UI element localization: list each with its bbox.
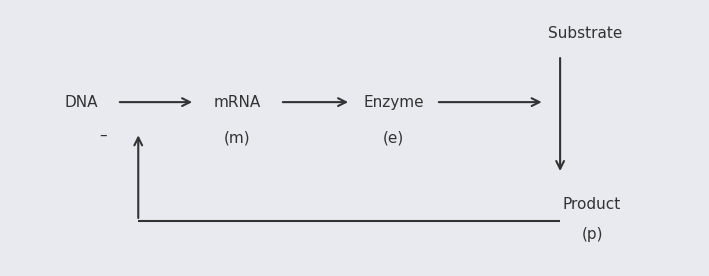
Text: (p): (p) xyxy=(581,227,603,242)
Text: –: – xyxy=(99,128,106,143)
Text: Enzyme: Enzyme xyxy=(363,95,424,110)
Text: mRNA: mRNA xyxy=(214,95,261,110)
Text: DNA: DNA xyxy=(65,95,99,110)
Text: (e): (e) xyxy=(383,131,404,145)
Text: (m): (m) xyxy=(224,131,251,145)
Text: Product: Product xyxy=(563,197,621,212)
Text: Substrate: Substrate xyxy=(548,26,622,41)
